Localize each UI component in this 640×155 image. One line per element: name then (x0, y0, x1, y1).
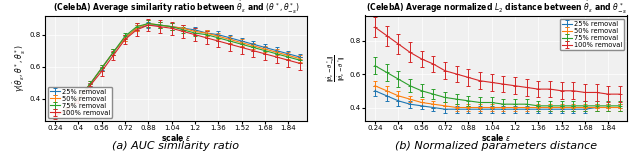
Legend: 25% removal, 50% removal, 75% removal, 100% removal: 25% removal, 50% removal, 75% removal, 1… (48, 86, 113, 117)
Y-axis label: $\frac{\|\dot{\theta}_\varepsilon - \theta^*_{-s}\|}{\|\dot{\theta}_\varepsilon : $\frac{\|\dot{\theta}_\varepsilon - \the… (324, 54, 348, 82)
Title: (CelebA) Average similarity ratio between $\dot{\theta}_\varepsilon$ and $(\thet: (CelebA) Average similarity ratio betwee… (52, 0, 300, 16)
Y-axis label: $\gamma(\dot{\theta}_\varepsilon, \theta^*, \theta^*_s)$: $\gamma(\dot{\theta}_\varepsilon, \theta… (12, 44, 28, 92)
Text: (b) Normalized parameters distance: (b) Normalized parameters distance (395, 141, 597, 151)
Legend: 25% removal, 50% removal, 75% removal, 100% removal: 25% removal, 50% removal, 75% removal, 1… (559, 19, 624, 50)
Title: (CelebA) Average normalized $L_2$ distance between $\dot{\theta}_\varepsilon$ an: (CelebA) Average normalized $L_2$ distan… (365, 0, 627, 16)
X-axis label: scale $\varepsilon$: scale $\varepsilon$ (481, 133, 511, 144)
Text: (a) AUC similarity ratio: (a) AUC similarity ratio (113, 141, 239, 151)
X-axis label: scale $\varepsilon$: scale $\varepsilon$ (161, 133, 191, 144)
